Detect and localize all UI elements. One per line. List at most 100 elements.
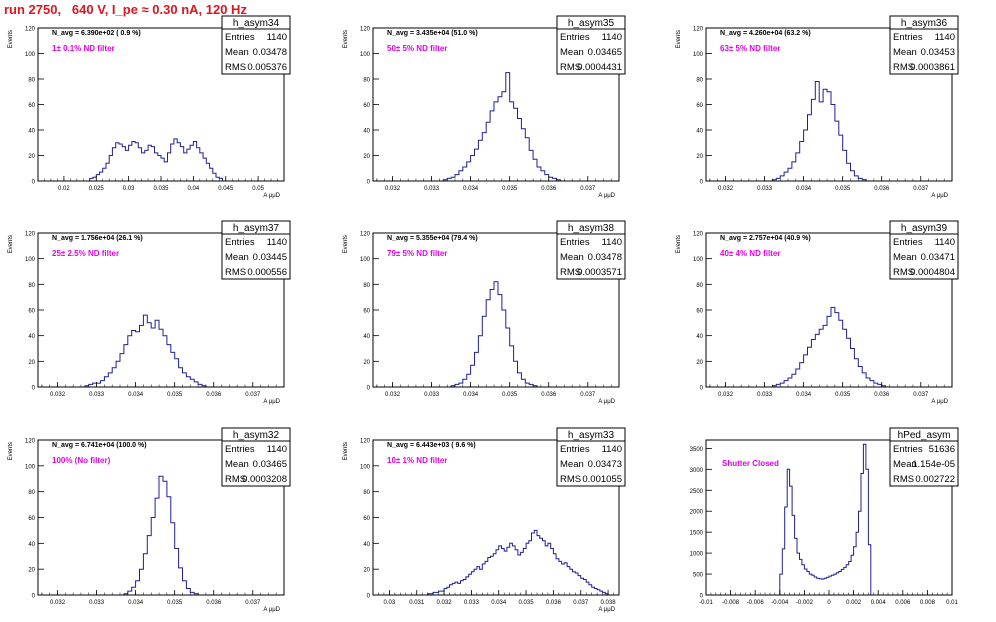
y-tick-label: 80 [28, 283, 35, 289]
navg-label: N_avg = 5.355e+04 (79.4 %) [387, 235, 478, 242]
x-tick-label: 0.035 [167, 392, 183, 398]
x-tick-label: 0.033 [424, 186, 440, 192]
stats-key: Entries [560, 32, 590, 43]
y-tick-label: 0 [700, 594, 704, 600]
x-tick-label: 0.034 [796, 392, 812, 398]
stats-key: Entries [560, 237, 590, 248]
y-tick-label: 40 [363, 129, 370, 135]
y-tick-label: 40 [28, 129, 35, 135]
y-axis-label: Events [343, 30, 349, 48]
y-tick-label: 20 [28, 568, 35, 574]
x-tick-label: 0.04 [188, 186, 200, 192]
y-tick-label: 80 [363, 490, 370, 496]
x-tick-label: -0.008 [722, 600, 740, 606]
stats-title: hPed_asym [898, 430, 951, 441]
x-tick-label: 0.045 [218, 186, 234, 192]
run-title: run 2750, 640 V, I_pe ≈ 0.30 nA, 120 Hz [4, 2, 247, 17]
filter-note: 79± 5% ND filter [387, 249, 447, 258]
navg-label: N_avg = 4.260e+04 (63.2 %) [720, 30, 811, 37]
stats-key: Mean [893, 459, 917, 470]
y-tick-label: 0 [367, 180, 371, 186]
stats-key: Mean [560, 252, 584, 263]
x-tick-label: 0.033 [424, 392, 440, 398]
stats-key: Mean [893, 47, 917, 58]
y-tick-label: 100 [25, 464, 36, 470]
histogram-line [771, 81, 867, 181]
stats-key: Entries [225, 32, 255, 43]
x-axis-label: A μμD [263, 193, 280, 199]
stats-key: Mean [560, 47, 584, 58]
x-tick-label: 0.033 [757, 392, 773, 398]
stats-value: 1140 [267, 444, 287, 455]
y-tick-label: 40 [363, 542, 370, 548]
filter-note: 10± 1% ND filter [387, 456, 447, 465]
y-tick-label: 80 [696, 283, 703, 289]
y-tick-label: 0 [367, 594, 371, 600]
x-tick-label: -0.006 [747, 600, 765, 606]
x-tick-label: 0.034 [491, 600, 507, 606]
y-axis-label: Events [343, 442, 349, 460]
x-tick-label: 0.037 [580, 392, 596, 398]
y-tick-label: 120 [25, 439, 36, 445]
x-tick-label: 0.034 [463, 392, 479, 398]
y-tick-label: 100 [25, 257, 36, 263]
y-tick-label: 0 [367, 386, 371, 392]
x-tick-label: 0.036 [874, 392, 890, 398]
stats-value: 0.03465 [253, 459, 287, 470]
x-axis-label: A μμD [598, 399, 615, 405]
filter-note: 63± 5% ND filter [720, 44, 780, 53]
y-tick-label: 100 [360, 464, 371, 470]
y-axis-label: Events [8, 442, 14, 460]
stats-key: Entries [225, 444, 255, 455]
navg-label: N_avg = 1.756e+04 (26.1 %) [52, 235, 143, 242]
stats-value: 0.03471 [921, 252, 955, 263]
stats-box-frame [889, 220, 959, 280]
stats-box-frame [889, 15, 959, 75]
panel-h_asym35: 0.032 0.033 0.034 0.035 0.036 0.037 0 20 40 60 80 1… [343, 15, 626, 199]
x-tick-label: 0.033 [464, 600, 480, 606]
panel-h_asym38: 0.032 0.033 0.034 0.035 0.036 0.037 0 20 40 60 80 1… [343, 220, 626, 405]
panel-h_asym37: 0.032 0.033 0.034 0.035 0.036 0.037 0 20 40 60 80 1… [8, 220, 291, 405]
stats-box-frame [556, 427, 626, 487]
x-tick-label: 0.037 [245, 600, 261, 606]
stats-value: 0.0003571 [577, 267, 622, 278]
stats-key: RMS [560, 62, 581, 73]
y-tick-label: 20 [696, 360, 703, 366]
stats-key: RMS [893, 474, 914, 485]
y-tick-label: 1000 [690, 552, 704, 558]
stats-value: 0.0003208 [242, 474, 287, 485]
stats-key: RMS [560, 267, 581, 278]
y-tick-label: 0 [32, 386, 36, 392]
stats-title: h_asym39 [901, 223, 948, 234]
stats-value: 0.000556 [247, 267, 287, 278]
y-tick-label: 60 [363, 103, 370, 109]
y-tick-label: 1500 [690, 531, 704, 537]
x-tick-label: 0.037 [913, 392, 929, 398]
x-axis-label: A μμD [931, 399, 948, 405]
y-tick-label: 3500 [690, 447, 704, 453]
panel-h_asym34: 0.02 0.025 0.03 0.035 0.04 0.045 0.05 0 20 40 60 80… [8, 15, 291, 199]
y-tick-label: 60 [28, 103, 35, 109]
filter-note: 40± 4% ND filter [720, 249, 780, 258]
stats-key: Entries [225, 237, 255, 248]
x-tick-label: 0.035 [519, 600, 535, 606]
x-tick-label: 0.034 [128, 600, 144, 606]
x-tick-label: 0.03 [384, 600, 396, 606]
x-tick-label: 0.034 [128, 392, 144, 398]
y-tick-label: 0 [700, 386, 704, 392]
stats-box: h_asym38 Entries 1140 Mean 0.03478 RMS0.00035… [556, 220, 626, 280]
stats-value: 51636 [929, 444, 955, 455]
stats-box: h_asym33 Entries 1140 Mean 0.03473 RMS 0.00105… [556, 427, 626, 487]
x-tick-label: 0.036 [206, 600, 222, 606]
histogram-line [84, 314, 207, 387]
panel-hPed_asym: -0.01 -0.008 -0.006 -0.004 -0.002 0 0.002 0.004… [690, 427, 959, 606]
x-tick-label: 0.031 [409, 600, 425, 606]
stats-key: RMS [225, 474, 246, 485]
x-axis-label: A μμD [598, 607, 615, 613]
stats-box-frame [889, 427, 959, 487]
y-tick-label: 2000 [690, 510, 704, 516]
stats-title: h_asym35 [568, 18, 615, 29]
y-tick-label: 3000 [690, 468, 704, 474]
